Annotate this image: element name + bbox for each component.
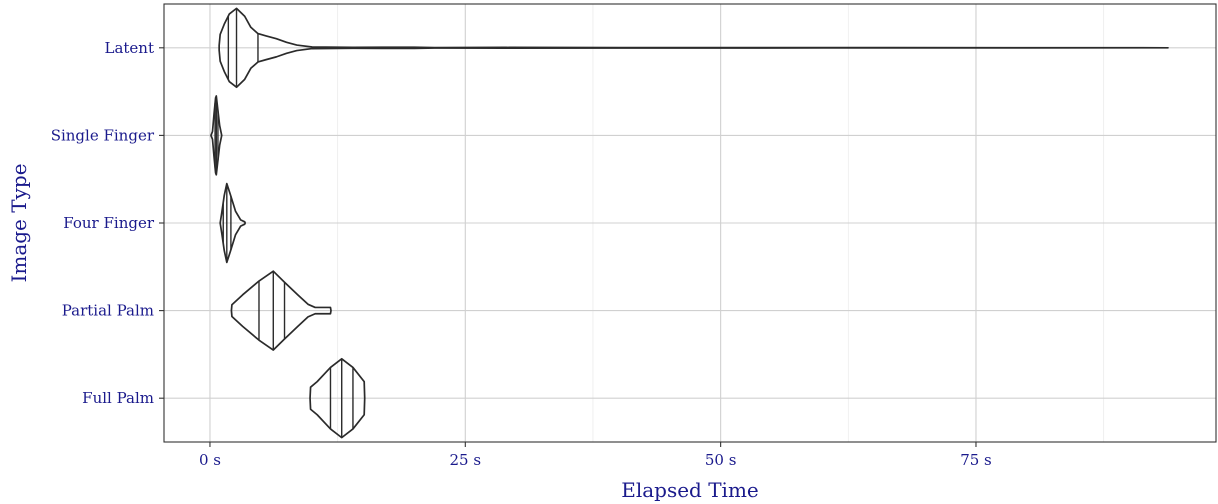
violin-latent (218, 7, 1169, 89)
x-tick-label: 50 s (705, 451, 737, 469)
x-axis-title: Elapsed Time (621, 478, 759, 502)
y-tick-label: Four Finger (63, 214, 155, 232)
violin-full-palm (309, 357, 366, 439)
violin-partial-palm (230, 270, 332, 351)
y-tick-label: Single Finger (51, 126, 155, 144)
axes: 0 s 25 s 50 s 75 s Latent Single Finger Four F… (51, 39, 992, 469)
x-tick-label: 0 s (199, 451, 221, 469)
x-tick-label: 75 s (960, 451, 992, 469)
y-axis-title: Image Type (7, 163, 31, 282)
y-tick-label: Partial Palm (62, 302, 154, 320)
violin-four-finger (219, 182, 247, 264)
y-tick-label: Latent (105, 39, 155, 57)
x-tick-label: 25 s (450, 451, 482, 469)
y-tick-label: Full Palm (82, 389, 154, 407)
violins (210, 7, 1169, 439)
